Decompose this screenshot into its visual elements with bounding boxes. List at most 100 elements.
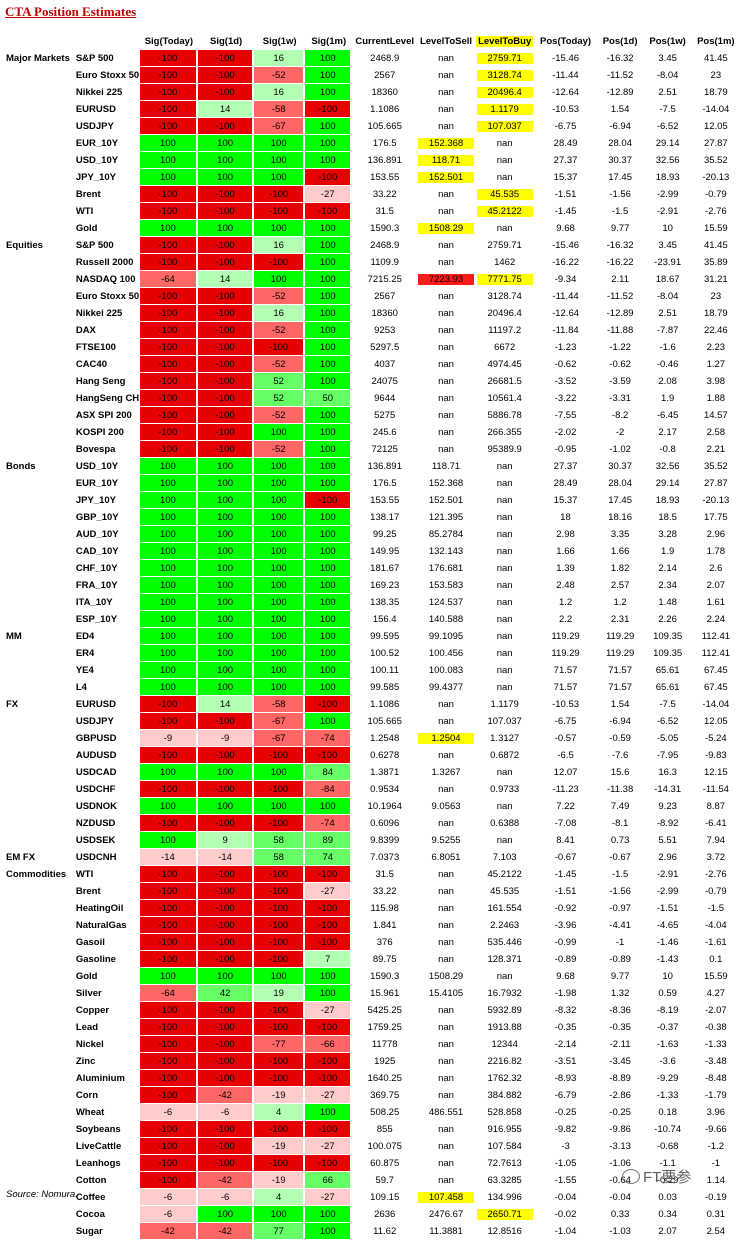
- sig-1w-cell: -52: [254, 407, 306, 424]
- table-row: Lead -100 -100 -100 -100 1759.25 nan 1913.88 -0.…: [0, 1019, 740, 1036]
- sig-today-cell: 100: [139, 594, 199, 611]
- group-label: [0, 101, 71, 118]
- current-level-cell: 31.5: [352, 203, 418, 220]
- current-level-cell: 0.6278: [352, 747, 418, 764]
- level-to-buy-cell: nan: [474, 458, 535, 475]
- level-to-sell-cell: 140.588: [417, 611, 475, 628]
- level-to-buy-cell: 11197.2: [474, 322, 535, 339]
- instrument-name: USDJPY: [70, 118, 140, 135]
- level-to-buy-value: 128.371: [487, 953, 522, 965]
- group-label: [0, 203, 71, 220]
- level-to-buy-value: nan: [496, 137, 513, 149]
- level-to-buy-value: 26681.5: [487, 375, 522, 387]
- pos-1d-cell: -7.6: [596, 747, 644, 764]
- level-to-buy-cell: nan: [474, 169, 535, 186]
- pos-1w-cell: -6.52: [643, 118, 692, 135]
- pos-1m-cell: 27.87: [691, 475, 740, 492]
- sig-1m-cell: 100: [305, 84, 353, 101]
- current-level-cell: 15.961: [352, 985, 418, 1002]
- instrument-name: YE4: [70, 662, 140, 679]
- sig-1m-cell: -100: [305, 900, 353, 917]
- group-label: [0, 1223, 71, 1240]
- sig-today-cell: 100: [139, 832, 199, 849]
- instrument-name: ITA_10Y: [70, 594, 140, 611]
- pos-1w-cell: -8.04: [643, 67, 692, 84]
- pos-1m-cell: 2.23: [691, 339, 740, 356]
- current-level-cell: 72125: [352, 441, 418, 458]
- level-to-buy-cell: 7.103: [474, 849, 535, 866]
- level-to-sell-cell: nan: [417, 917, 475, 934]
- sig-1d-cell: 100: [198, 679, 255, 696]
- level-to-buy-value: 107.037: [487, 715, 522, 727]
- pos-1w-cell: 10: [643, 220, 692, 237]
- level-to-sell-value: 100.456: [428, 647, 464, 659]
- level-to-buy-cell: 5886.78: [474, 407, 535, 424]
- level-to-sell-cell: nan: [417, 934, 475, 951]
- instrument-name: Gold: [70, 968, 140, 985]
- level-to-buy-cell: 45.2122: [474, 866, 535, 883]
- level-to-buy-cell: 384.882: [474, 1087, 535, 1104]
- group-label: [0, 390, 71, 407]
- sig-1w-cell: 100: [254, 679, 306, 696]
- sig-1m-cell: 100: [305, 662, 353, 679]
- sig-1d-cell: 14: [198, 271, 255, 288]
- current-level-cell: 7215.25: [352, 271, 418, 288]
- group-label: [0, 1036, 71, 1053]
- instrument-name: Euro Stoxx 50: [70, 288, 140, 305]
- sig-1w-cell: -19: [254, 1172, 306, 1189]
- level-to-sell-value: 15.4105: [428, 987, 464, 999]
- sig-1d-cell: -100: [198, 1070, 255, 1087]
- sig-1d-cell: -100: [198, 254, 255, 271]
- sig-1m-cell: 84: [305, 764, 353, 781]
- group-label: [0, 271, 71, 288]
- pos-1w-cell: -1.43: [643, 951, 692, 968]
- current-level-cell: 59.7: [352, 1172, 418, 1189]
- group-label: [0, 220, 71, 237]
- sig-1w-cell: 100: [254, 220, 306, 237]
- sig-1m-cell: 100: [305, 50, 353, 67]
- current-level-cell: 33.22: [352, 186, 418, 203]
- level-to-sell-cell: nan: [417, 1036, 475, 1053]
- sig-1w-cell: -100: [254, 186, 306, 203]
- pos-today-cell: -1.98: [534, 985, 597, 1002]
- pos-1w-cell: 10: [643, 968, 692, 985]
- pos-1d-cell: -2: [596, 424, 644, 441]
- sig-today-cell: -100: [139, 917, 199, 934]
- pos-today-cell: 28.49: [534, 135, 597, 152]
- table-row: Bonds USD_10Y 100 100 100 100 136.891 118.71 nan…: [0, 458, 740, 475]
- pos-1d-cell: -6.94: [596, 118, 644, 135]
- current-level-cell: 18360: [352, 84, 418, 101]
- sig-1m-cell: 100: [305, 271, 353, 288]
- sig-today-cell: -100: [139, 373, 199, 390]
- level-to-buy-cell: 1.3127: [474, 730, 535, 747]
- pos-today-cell: 12.07: [534, 764, 597, 781]
- group-label: [0, 815, 71, 832]
- level-to-buy-value: nan: [496, 528, 513, 540]
- pos-today-cell: -0.04: [534, 1189, 597, 1206]
- level-to-sell-value: 132.143: [428, 545, 464, 557]
- instrument-name: Wheat: [70, 1104, 140, 1121]
- instrument-name: Nikkei 225: [70, 84, 140, 101]
- pos-1d-cell: 1.2: [596, 594, 644, 611]
- level-to-sell-cell: 99.1095: [417, 628, 475, 645]
- sig-1w-cell: -67: [254, 730, 306, 747]
- sig-1d-cell: -100: [198, 1053, 255, 1070]
- level-to-sell-cell: 132.143: [417, 543, 475, 560]
- sig-1d-cell: 14: [198, 696, 255, 713]
- table-row: CAC40 -100 -100 -52 100 4037 nan 4974.45 -0.62 -0…: [0, 356, 740, 373]
- pos-1d-cell: 1.54: [596, 696, 644, 713]
- pos-1w-cell: 0.18: [643, 1104, 692, 1121]
- sig-1m-cell: 100: [305, 237, 353, 254]
- sig-today-cell: 100: [139, 475, 199, 492]
- level-to-buy-cell: 72.7613: [474, 1155, 535, 1172]
- level-to-sell-cell: nan: [417, 118, 475, 135]
- current-level-cell: 176.5: [352, 475, 418, 492]
- level-to-sell-value: 99.1095: [428, 630, 464, 642]
- level-to-sell-cell: nan: [417, 339, 475, 356]
- level-to-sell-value: nan: [438, 1072, 454, 1084]
- pos-today-cell: 71.57: [534, 679, 597, 696]
- sig-1d-cell: 100: [198, 152, 255, 169]
- pos-1w-cell: -0.46: [643, 356, 692, 373]
- sig-1w-cell: 100: [254, 492, 306, 509]
- sig-1m-cell: -100: [305, 696, 353, 713]
